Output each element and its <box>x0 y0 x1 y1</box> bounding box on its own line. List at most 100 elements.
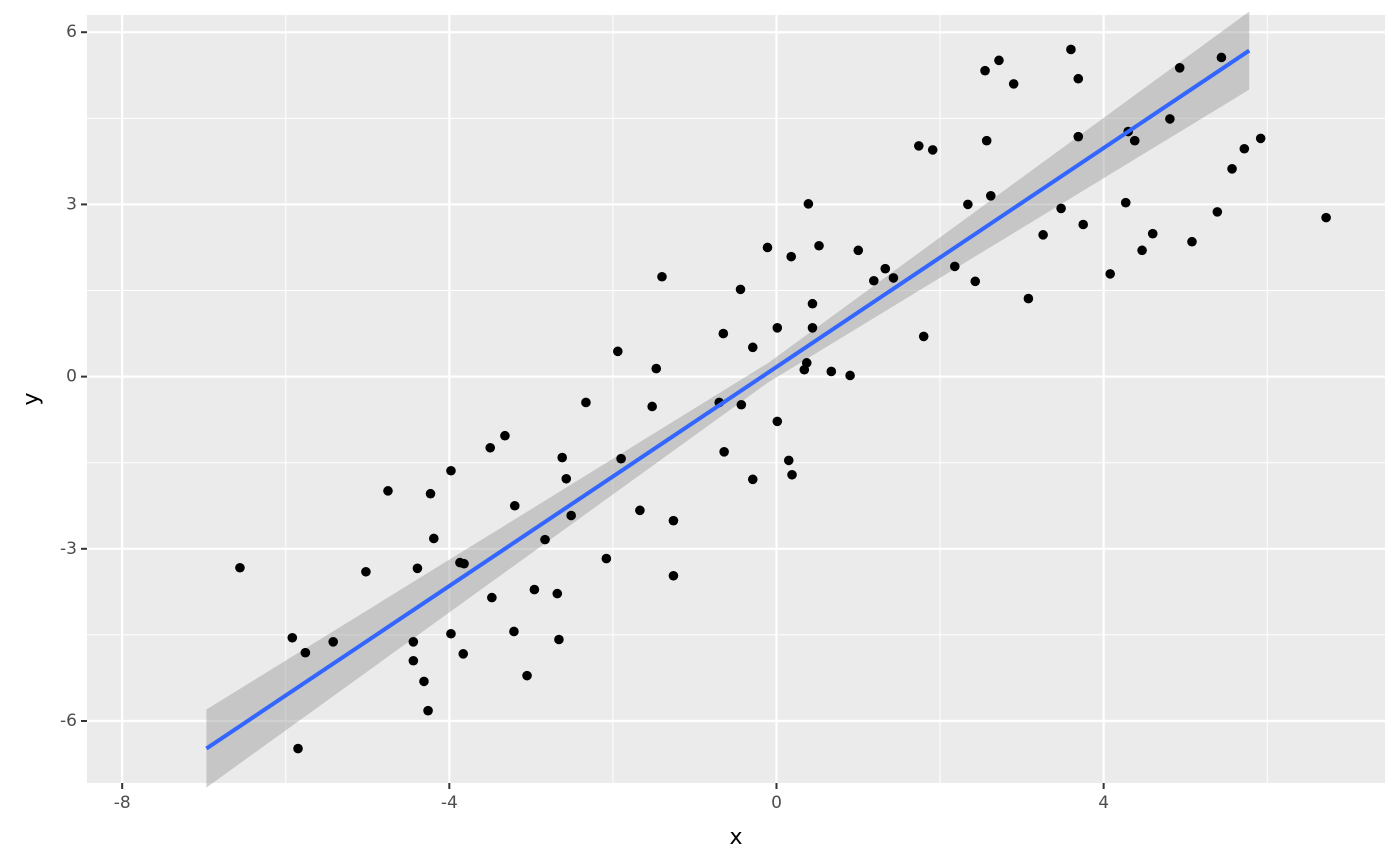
point <box>1321 212 1331 223</box>
point <box>772 416 783 427</box>
point <box>762 242 773 253</box>
x-tick-label: -4 <box>441 793 458 813</box>
point <box>1187 236 1197 247</box>
point <box>423 705 433 716</box>
point <box>1008 79 1019 89</box>
point <box>1165 114 1175 124</box>
point <box>963 199 973 210</box>
point <box>446 465 456 476</box>
point <box>529 584 540 595</box>
point <box>328 636 338 647</box>
point <box>1137 245 1147 256</box>
point <box>459 558 469 569</box>
point <box>668 570 679 581</box>
point <box>657 271 667 282</box>
point <box>500 430 510 441</box>
point <box>1174 63 1185 73</box>
point <box>1120 197 1131 208</box>
point <box>772 323 783 333</box>
y-tick-label: 3 <box>66 194 77 214</box>
point <box>601 553 612 564</box>
point <box>747 474 758 485</box>
point <box>509 626 519 637</box>
point <box>458 649 469 659</box>
y-tick-label: 6 <box>66 22 77 42</box>
point <box>1216 52 1227 63</box>
point <box>408 636 419 647</box>
point <box>1212 207 1223 217</box>
point <box>668 515 679 526</box>
point <box>1038 230 1048 240</box>
point <box>651 363 662 374</box>
y-tick-label: 0 <box>66 367 77 387</box>
point <box>853 245 864 256</box>
point <box>1073 73 1084 84</box>
point <box>787 469 797 480</box>
point <box>446 628 456 639</box>
point <box>419 676 429 687</box>
point <box>1147 228 1158 239</box>
point <box>235 562 245 573</box>
point <box>803 199 814 209</box>
point <box>425 488 436 499</box>
point <box>616 453 626 464</box>
point <box>561 473 572 484</box>
point <box>981 135 992 146</box>
grid <box>87 15 1385 783</box>
point <box>566 510 576 521</box>
point <box>1078 219 1088 230</box>
point <box>383 486 393 496</box>
point <box>1239 143 1250 154</box>
point <box>1023 293 1034 304</box>
fit-line <box>205 48 1251 751</box>
point <box>845 370 855 381</box>
point <box>1073 131 1084 142</box>
point <box>509 500 520 511</box>
y-tick-label: -6 <box>60 711 77 731</box>
point <box>522 670 532 681</box>
point <box>994 55 1004 66</box>
x-axis-title: x <box>729 825 742 850</box>
point <box>736 399 747 410</box>
y-axis-title: y <box>19 392 44 405</box>
point <box>826 366 837 377</box>
point <box>949 261 960 272</box>
point <box>635 505 645 516</box>
point <box>613 346 623 357</box>
point <box>927 145 938 155</box>
point <box>287 632 298 643</box>
point <box>293 743 303 754</box>
point <box>554 634 564 645</box>
point <box>1255 133 1266 144</box>
point <box>747 342 758 353</box>
point <box>718 328 729 339</box>
point <box>913 141 924 151</box>
point <box>801 358 812 368</box>
point <box>428 533 439 544</box>
point <box>361 566 371 577</box>
point <box>980 65 990 76</box>
point <box>485 442 496 453</box>
x-tick-label: 0 <box>771 793 782 813</box>
y-tick-label: -3 <box>60 539 77 559</box>
point <box>786 251 797 262</box>
point <box>1129 135 1140 146</box>
marks <box>205 11 1331 788</box>
point <box>1105 269 1115 279</box>
point <box>412 563 423 574</box>
point <box>487 592 497 603</box>
point <box>783 455 794 466</box>
point <box>408 655 419 666</box>
x-tick-label: -8 <box>114 793 131 813</box>
point <box>970 276 981 287</box>
point <box>985 191 996 201</box>
point <box>552 588 563 599</box>
point <box>880 263 891 274</box>
point <box>918 331 929 342</box>
point <box>814 240 824 251</box>
point <box>540 534 550 545</box>
point <box>807 323 818 333</box>
point <box>888 273 899 283</box>
point <box>735 284 746 295</box>
